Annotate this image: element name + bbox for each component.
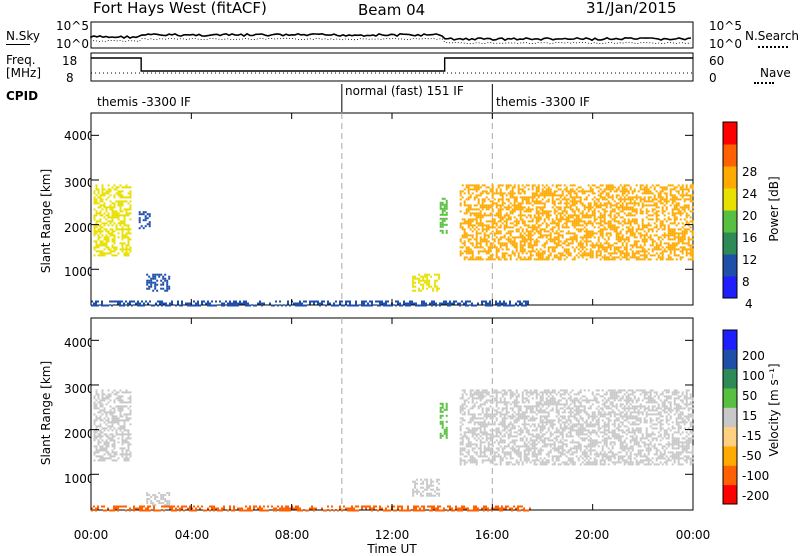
freq-trace bbox=[91, 58, 693, 71]
velocity-colorbar-swatch-7 bbox=[723, 349, 737, 369]
power-colorbar-swatch-4 bbox=[723, 188, 737, 211]
velocity-colorbar-swatch-0 bbox=[723, 485, 737, 505]
power-colorbar-swatch-3 bbox=[723, 210, 737, 233]
nsky-trace bbox=[91, 34, 691, 40]
velocity-colorbar-swatch-6 bbox=[723, 369, 737, 389]
power-colorbar-swatch-7 bbox=[723, 122, 737, 145]
power-colorbar-swatch-6 bbox=[723, 144, 737, 167]
velocity-colorbar-swatch-5 bbox=[723, 388, 737, 408]
velocity-colorbar-swatch-1 bbox=[723, 465, 737, 485]
power-colorbar-swatch-5 bbox=[723, 166, 737, 189]
power-colorbar-swatch-2 bbox=[723, 232, 737, 255]
power-colorbar-swatch-1 bbox=[723, 254, 737, 277]
power-colorbar-swatch-0 bbox=[723, 276, 737, 299]
velocity-region-3 bbox=[440, 403, 448, 439]
velocity-colorbar-swatch-3 bbox=[723, 427, 737, 447]
velocity-colorbar-swatch-2 bbox=[723, 446, 737, 466]
velocity-colorbar-swatch-8 bbox=[723, 330, 737, 350]
freq-panel bbox=[91, 53, 693, 81]
velocity-colorbar-swatch-4 bbox=[723, 407, 737, 427]
